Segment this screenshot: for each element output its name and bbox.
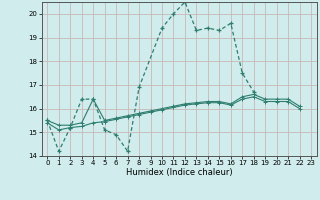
X-axis label: Humidex (Indice chaleur): Humidex (Indice chaleur) xyxy=(126,168,233,177)
